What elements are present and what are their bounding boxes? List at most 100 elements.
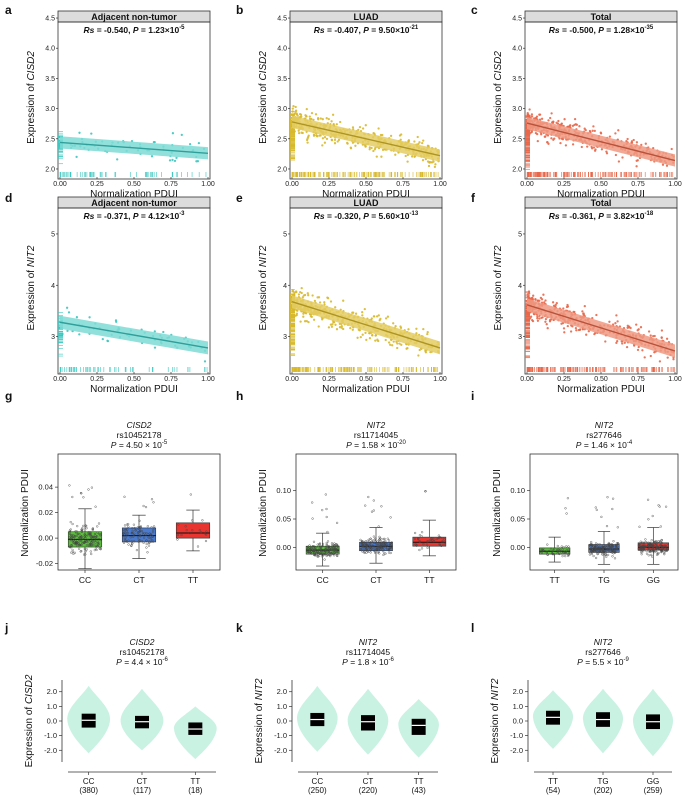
data-point bbox=[625, 140, 628, 143]
jitter-point bbox=[71, 522, 74, 526]
data-point bbox=[432, 160, 435, 163]
x-tick-label: CC bbox=[79, 575, 91, 585]
y-tick-label: -1.0 bbox=[44, 731, 57, 740]
jitter-point bbox=[613, 557, 617, 560]
jitter-point bbox=[196, 545, 200, 548]
y-axis: 2.0 2.5 3.0 3.5 4.0 4.5 Expression of CISD2 bbox=[26, 16, 58, 173]
y-tick-label: 2.0 bbox=[47, 687, 57, 696]
data-point bbox=[295, 112, 298, 115]
data-point bbox=[653, 334, 656, 338]
data-point bbox=[608, 135, 612, 138]
jitter-point bbox=[386, 537, 389, 540]
scatter-panel-f: Total Rs = -0.361, P = 3.82×10-18 0.00 0.25… bbox=[493, 196, 682, 395]
box-TT bbox=[175, 493, 211, 552]
jitter-point bbox=[311, 517, 314, 520]
jitter-point bbox=[364, 504, 367, 507]
data-point bbox=[330, 139, 334, 142]
data-point bbox=[307, 294, 310, 297]
data-point bbox=[302, 315, 305, 318]
rug bbox=[525, 115, 674, 177]
data-point bbox=[434, 163, 437, 166]
data-point bbox=[540, 316, 543, 319]
data-point bbox=[335, 328, 339, 331]
data-point bbox=[299, 290, 302, 294]
data-point bbox=[396, 342, 399, 345]
data-point bbox=[318, 301, 322, 304]
data-point bbox=[299, 320, 302, 323]
data-point bbox=[544, 317, 548, 321]
jitter-point bbox=[566, 497, 569, 500]
data-point bbox=[311, 294, 314, 297]
data-point bbox=[306, 141, 309, 144]
jitter-point bbox=[383, 552, 386, 555]
jitter-point bbox=[82, 496, 85, 499]
y-tick-label: 2.0 bbox=[277, 687, 287, 696]
jitter-point bbox=[605, 524, 609, 528]
data-point bbox=[406, 346, 409, 350]
data-point bbox=[605, 152, 609, 155]
data-point bbox=[363, 307, 366, 311]
data-point bbox=[297, 129, 300, 132]
x-tick-label: TT bbox=[188, 575, 198, 585]
data-point bbox=[307, 320, 310, 324]
data-point bbox=[604, 340, 607, 343]
data-point bbox=[301, 296, 304, 299]
data-point bbox=[615, 314, 618, 317]
data-point bbox=[331, 113, 335, 116]
jitter-point bbox=[150, 498, 154, 501]
data-point bbox=[75, 155, 78, 159]
trend-line bbox=[526, 122, 676, 162]
data-point bbox=[418, 141, 421, 144]
data-point bbox=[563, 331, 566, 334]
data-point bbox=[368, 148, 371, 151]
stat-text: Rs = -0.320, P = 5.60×10-13 bbox=[314, 211, 419, 221]
data-point bbox=[106, 339, 109, 342]
data-point bbox=[660, 336, 663, 340]
jitter-point bbox=[89, 550, 92, 553]
data-point bbox=[575, 329, 578, 332]
data-point bbox=[413, 155, 416, 158]
y-tick-label: 0.00 bbox=[510, 543, 525, 552]
data-point bbox=[315, 134, 318, 137]
x-tick-label: CT bbox=[363, 777, 374, 786]
data-point bbox=[545, 323, 548, 326]
panel-label-l: l bbox=[471, 621, 474, 635]
data-point bbox=[630, 140, 634, 143]
jitter-point bbox=[414, 531, 417, 535]
violin-CT bbox=[347, 688, 389, 755]
y-tick-label: 2.0 bbox=[277, 166, 287, 173]
x-tick-label: CT bbox=[370, 575, 381, 585]
jitter-point bbox=[125, 523, 129, 526]
data-point bbox=[666, 356, 669, 359]
box-TG bbox=[588, 496, 620, 565]
data-point bbox=[372, 149, 375, 153]
data-point bbox=[299, 113, 303, 116]
data-point bbox=[426, 332, 429, 336]
jitter-point bbox=[595, 508, 598, 511]
data-point bbox=[330, 120, 333, 123]
data-point bbox=[635, 323, 638, 326]
y-tick-label: 2.5 bbox=[277, 136, 287, 143]
jitter-point bbox=[325, 515, 328, 519]
jitter-point bbox=[325, 541, 328, 545]
y-tick-label: -2.0 bbox=[510, 746, 523, 755]
data-point bbox=[114, 319, 118, 322]
jitter-point bbox=[594, 506, 597, 509]
data-point bbox=[544, 320, 547, 323]
data-point bbox=[162, 330, 165, 334]
data-point bbox=[577, 328, 580, 332]
data-point bbox=[317, 325, 320, 328]
data-point bbox=[392, 322, 395, 325]
jitter-point bbox=[70, 551, 73, 554]
x-tick-label: 0.50 bbox=[359, 181, 373, 188]
data-point bbox=[368, 146, 371, 149]
panel-title: LUAD bbox=[354, 198, 379, 208]
data-point bbox=[370, 146, 373, 150]
data-point bbox=[302, 312, 305, 315]
y-tick-label: 4 bbox=[518, 283, 522, 290]
y-tick-label: 1.0 bbox=[277, 702, 287, 711]
y-tick-label: 1.0 bbox=[47, 702, 57, 711]
box-CT bbox=[359, 495, 393, 564]
jitter-point bbox=[372, 535, 375, 538]
